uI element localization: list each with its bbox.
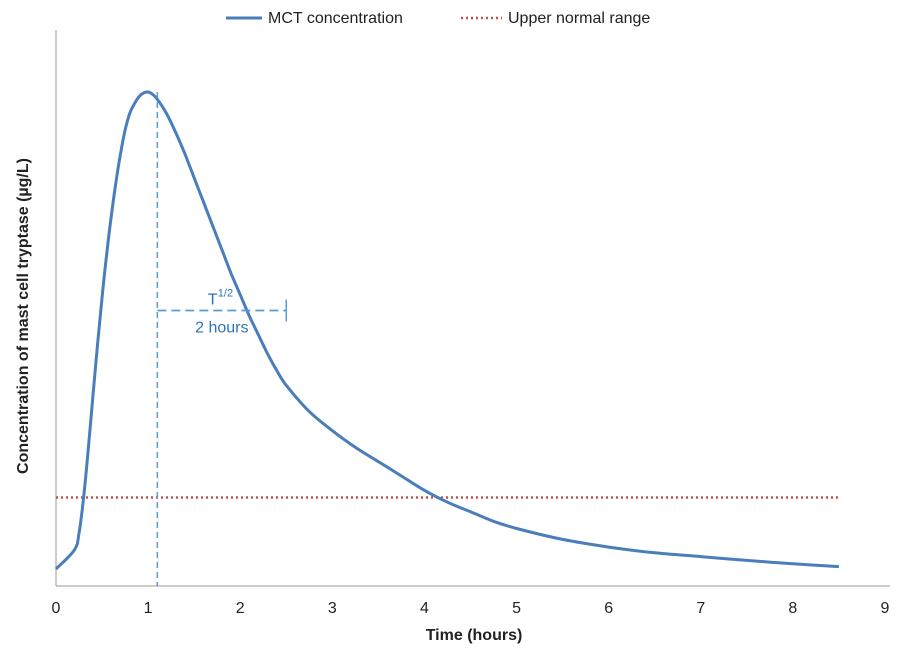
y-axis-title: Concentration of mast cell tryptase (µg/… — [15, 158, 32, 474]
x-tick-label: 8 — [788, 600, 797, 617]
half-life-duration-label: 2 hours — [195, 320, 248, 337]
x-tick-label: 0 — [52, 600, 61, 617]
half-life-superscript: 1/2 — [218, 288, 233, 300]
x-axis-ticks: 0 1 2 3 4 5 6 7 8 9 — [52, 600, 890, 617]
x-tick-label: 7 — [696, 600, 705, 617]
x-tick-label: 5 — [512, 600, 521, 617]
x-tick-label: 3 — [328, 600, 337, 617]
legend-label-mct: MCT concentration — [268, 10, 403, 27]
x-tick-label: 1 — [144, 600, 153, 617]
half-life-symbol: T — [208, 292, 218, 309]
mct-concentration-line — [54, 90, 839, 571]
x-axis-title: Time (hours) — [426, 627, 523, 644]
x-tick-label: 4 — [420, 600, 429, 617]
x-tick-label: 2 — [236, 600, 245, 617]
x-tick-label: 6 — [604, 600, 613, 617]
x-tick-label: 9 — [881, 600, 890, 617]
legend: MCT concentration Upper normal range — [226, 10, 650, 27]
legend-label-upper-normal: Upper normal range — [508, 10, 650, 27]
